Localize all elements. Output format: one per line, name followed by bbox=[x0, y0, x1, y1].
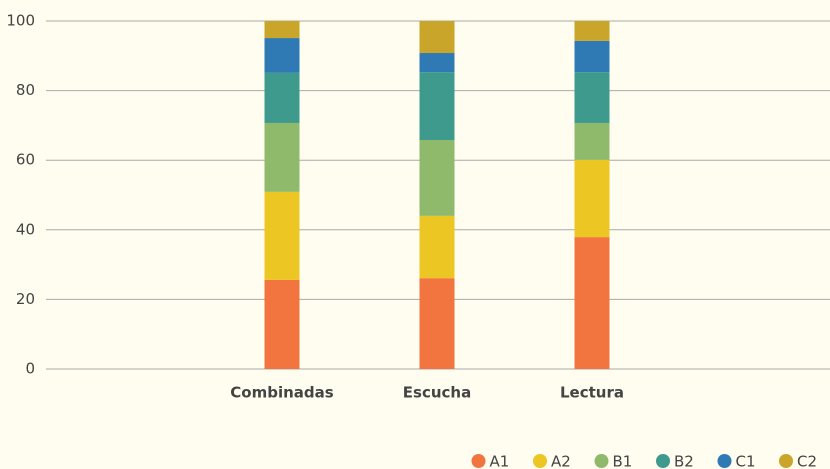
legend-swatch bbox=[471, 454, 486, 468]
bar-segment bbox=[264, 21, 300, 39]
y-tick-label: 20 bbox=[16, 290, 35, 308]
bar-segment bbox=[419, 215, 455, 279]
bar-segment bbox=[264, 279, 300, 369]
legend-label: A2 bbox=[551, 453, 571, 469]
legend-swatch bbox=[779, 454, 793, 468]
bar-segment bbox=[264, 122, 300, 192]
bar-segment bbox=[574, 159, 610, 238]
legend-label: C1 bbox=[736, 453, 756, 469]
x-tick-label: Escucha bbox=[403, 384, 471, 402]
x-tick-label: Lectura bbox=[560, 384, 624, 402]
bar-segment bbox=[574, 40, 610, 73]
bar-segment bbox=[574, 21, 610, 41]
bar-segment bbox=[574, 72, 610, 123]
legend-label: C2 bbox=[797, 453, 817, 469]
x-tick-label: Combinadas bbox=[230, 384, 333, 402]
y-tick-label: 0 bbox=[25, 360, 35, 378]
legend-swatch bbox=[533, 454, 547, 468]
y-tick-label: 60 bbox=[16, 151, 35, 169]
bar-segment bbox=[419, 140, 455, 216]
bar-segment bbox=[264, 191, 300, 280]
bar-segment bbox=[419, 278, 455, 369]
bar-segment bbox=[419, 72, 455, 141]
bar-segment bbox=[574, 237, 610, 369]
legend-swatch bbox=[594, 454, 609, 468]
legend-label: A1 bbox=[490, 453, 510, 469]
bar-segment bbox=[574, 122, 610, 160]
bar-segment bbox=[419, 53, 455, 73]
legend-swatch bbox=[717, 454, 732, 468]
y-tick-label: 100 bbox=[6, 12, 35, 30]
y-tick-label: 40 bbox=[16, 220, 35, 238]
legend-label: B2 bbox=[674, 453, 694, 469]
legend-label: B1 bbox=[613, 453, 633, 469]
bar-segment bbox=[264, 38, 300, 73]
legend-swatch bbox=[656, 454, 670, 468]
bar-segment bbox=[264, 72, 300, 123]
bar-segment bbox=[419, 21, 455, 54]
y-tick-label: 80 bbox=[16, 81, 35, 99]
